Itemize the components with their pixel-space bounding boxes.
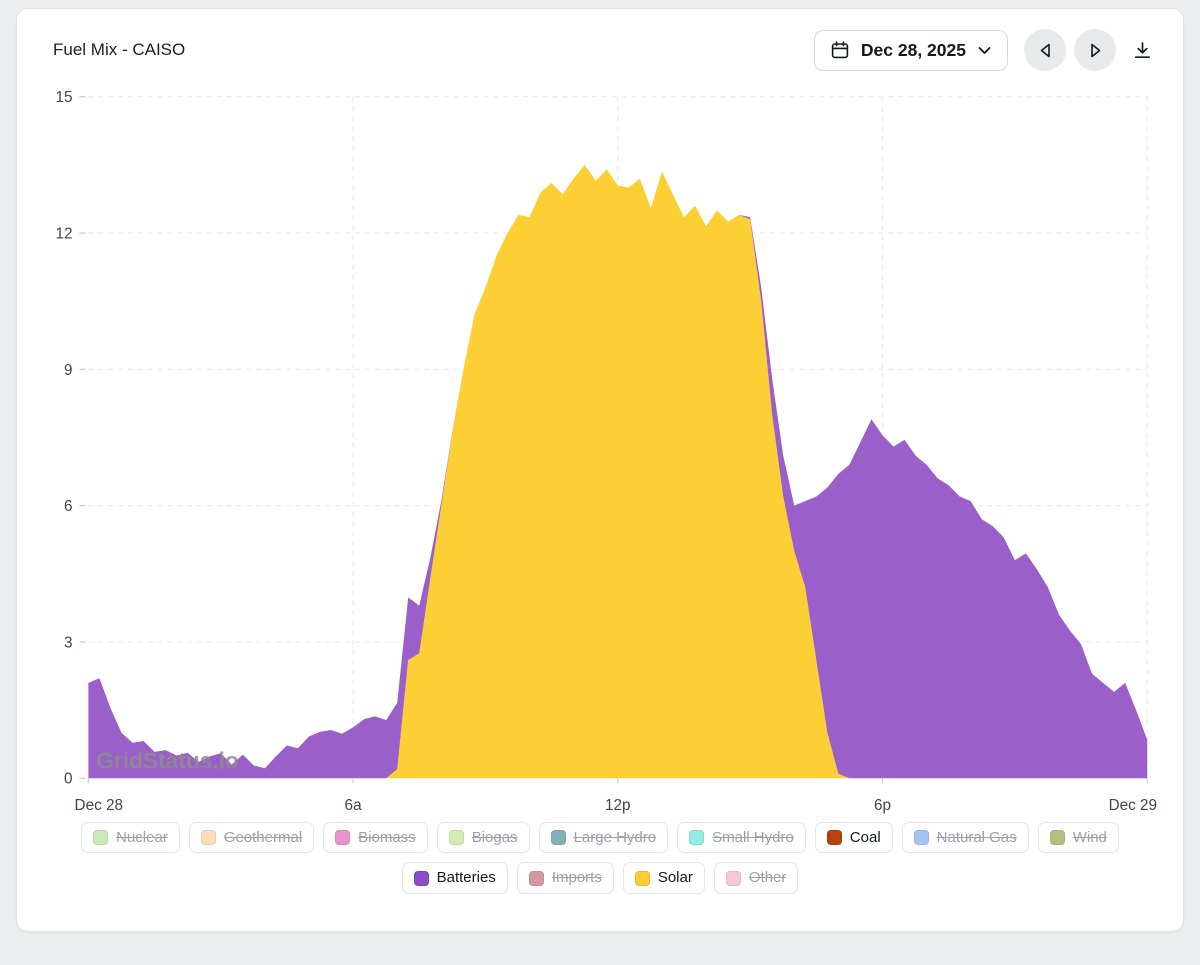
legend-label: Nuclear (116, 828, 168, 846)
header-controls: Dec 28, 2025 (813, 29, 1157, 71)
x-axis-tick-label: 12p (605, 797, 631, 814)
legend-label: Small Hydro (712, 828, 794, 846)
legend-item-natural-gas[interactable]: Natural Gas (901, 821, 1029, 854)
legend-label: Natural Gas (936, 828, 1017, 846)
legend-item-large-hydro[interactable]: Large Hydro (538, 821, 669, 854)
legend-label: Coal (849, 828, 881, 846)
legend-item-biomass[interactable]: Biomass (323, 821, 428, 854)
legend-item-nuclear[interactable]: Nuclear (81, 821, 180, 854)
previous-day-button[interactable] (1024, 29, 1066, 71)
legend-item-coal[interactable]: Coal (814, 821, 893, 854)
legend-item-wind[interactable]: Wind (1037, 821, 1119, 854)
x-axis-tick-label: 6p (874, 797, 891, 814)
legend-swatch (335, 830, 351, 845)
y-axis-tick-label: 3 (64, 634, 73, 651)
y-axis-tick-label: 6 (64, 498, 73, 515)
legend-item-batteries[interactable]: Batteries (401, 862, 508, 894)
legend-label: Biomass (358, 828, 416, 846)
legend-item-other[interactable]: Other (713, 862, 799, 894)
solar-area[interactable] (88, 164, 1148, 779)
legend-swatch (413, 870, 429, 886)
calendar-icon (830, 40, 850, 60)
next-icon (1087, 42, 1104, 59)
legend-item-solar[interactable]: Solar (622, 862, 705, 894)
legend-swatch (913, 830, 929, 845)
date-picker-button[interactable]: Dec 28, 2025 (813, 29, 1008, 71)
next-day-button[interactable] (1074, 29, 1116, 71)
x-axis-tick-label: 6a (345, 797, 363, 814)
legend-swatch (634, 870, 650, 886)
fuel-mix-chart[interactable]: 0 3 6 9 12 15 Dec 28 6a 12p 6p Dec 29 GridStatus.io (37, 75, 1163, 818)
y-axis-tick-label: 0 (64, 771, 73, 788)
legend-label: Large Hydro (573, 828, 657, 846)
chevron-down-icon (977, 43, 992, 58)
legend-swatch (448, 830, 464, 845)
legend-label: Batteries (436, 869, 496, 887)
legend-swatch (93, 830, 109, 845)
download-icon (1132, 40, 1153, 61)
y-axis-tick-label: 15 (56, 89, 73, 106)
legend-label: Wind (1072, 828, 1107, 846)
legend-label: Solar (657, 869, 693, 887)
legend: Nuclear Geothermal Biomass Biogas Large Hydr… (35, 821, 1165, 894)
legend-swatch (1049, 830, 1065, 845)
page-title: Fuel Mix - CAISO (53, 40, 186, 59)
y-axis-tick-label: 12 (56, 225, 73, 242)
legend-row: Batteries Imports Solar Other (401, 862, 799, 894)
legend-item-biogas[interactable]: Biogas (436, 821, 530, 854)
chart-container: 0 3 6 9 12 15 Dec 28 6a 12p 6p Dec 29 GridStatus.io (35, 75, 1165, 818)
download-button[interactable] (1128, 36, 1157, 65)
y-axis-tick-label: 9 (64, 362, 73, 379)
legend-label: Imports (551, 869, 602, 887)
date-picker-value: Dec 28, 2025 (860, 39, 966, 60)
x-axis-tick-label: Dec 28 (75, 797, 123, 814)
fuel-mix-card: Fuel Mix - CAISO Dec 28, 2025 (16, 8, 1184, 932)
legend-item-imports[interactable]: Imports (516, 862, 614, 894)
legend-swatch (550, 830, 566, 845)
legend-swatch (200, 830, 216, 845)
legend-item-small-hydro[interactable]: Small Hydro (677, 821, 806, 854)
legend-swatch (725, 870, 741, 886)
legend-swatch (826, 830, 842, 845)
legend-label: Geothermal (223, 828, 303, 846)
x-axis-tick-label: Dec 29 (1109, 797, 1157, 814)
legend-swatch (689, 830, 705, 845)
previous-icon (1037, 42, 1054, 59)
watermark: GridStatus.io (96, 747, 239, 773)
legend-row: Nuclear Geothermal Biomass Biogas Large Hydr… (81, 821, 1119, 854)
header: Fuel Mix - CAISO Dec 28, 2025 (35, 29, 1165, 75)
batteries-area[interactable] (88, 164, 1148, 779)
legend-item-geothermal[interactable]: Geothermal (188, 821, 315, 854)
legend-label: Other (748, 869, 787, 887)
legend-label: Biogas (471, 828, 518, 846)
legend-swatch (528, 870, 544, 886)
